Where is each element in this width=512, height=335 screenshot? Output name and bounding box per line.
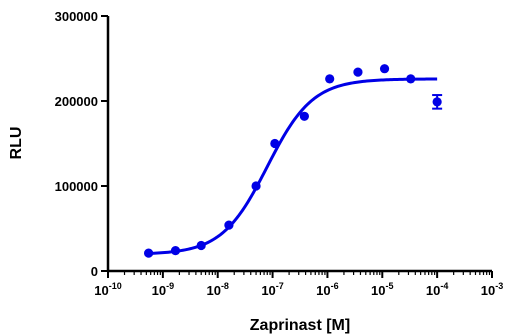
x-tick-label: 10-4 (426, 281, 448, 298)
x-tick-label: 10-9 (152, 281, 174, 298)
data-point (325, 74, 335, 84)
fit-curve (148, 77, 438, 255)
x-tick-label: 10-3 (481, 281, 503, 298)
y-tick-label: 300000 (55, 9, 98, 24)
data-point (299, 111, 309, 121)
y-tick-label: 100000 (55, 179, 98, 194)
data-point (353, 67, 363, 77)
x-tick-label: 10-5 (371, 281, 393, 298)
x-tick-label: 10-8 (206, 281, 228, 298)
data-point (224, 220, 234, 230)
y-tick-label: 0 (91, 264, 98, 279)
series-layer (144, 64, 443, 258)
data-point (379, 64, 390, 74)
data-point (406, 74, 416, 84)
data-point (170, 246, 181, 256)
y-axis-ticks: 0 100000 200000 300000 (55, 9, 108, 279)
y-tick-label: 200000 (55, 94, 98, 109)
y-axis-title: RLU (8, 127, 25, 160)
chart-axes (106, 16, 492, 273)
x-tick-label: 10-6 (316, 281, 338, 298)
data-point (251, 181, 261, 191)
x-tick-label: 10-10 (94, 281, 121, 298)
data-point (270, 138, 280, 149)
data-point (432, 97, 442, 107)
x-axis-ticks: 10-10 10-9 10-8 10-7 10-6 10-5 10-4 10-3 (94, 271, 503, 298)
x-axis-title: Zaprinast [M] (250, 317, 350, 334)
data-point (196, 240, 206, 251)
x-tick-label: 10-7 (261, 281, 283, 298)
data-point (144, 248, 154, 258)
